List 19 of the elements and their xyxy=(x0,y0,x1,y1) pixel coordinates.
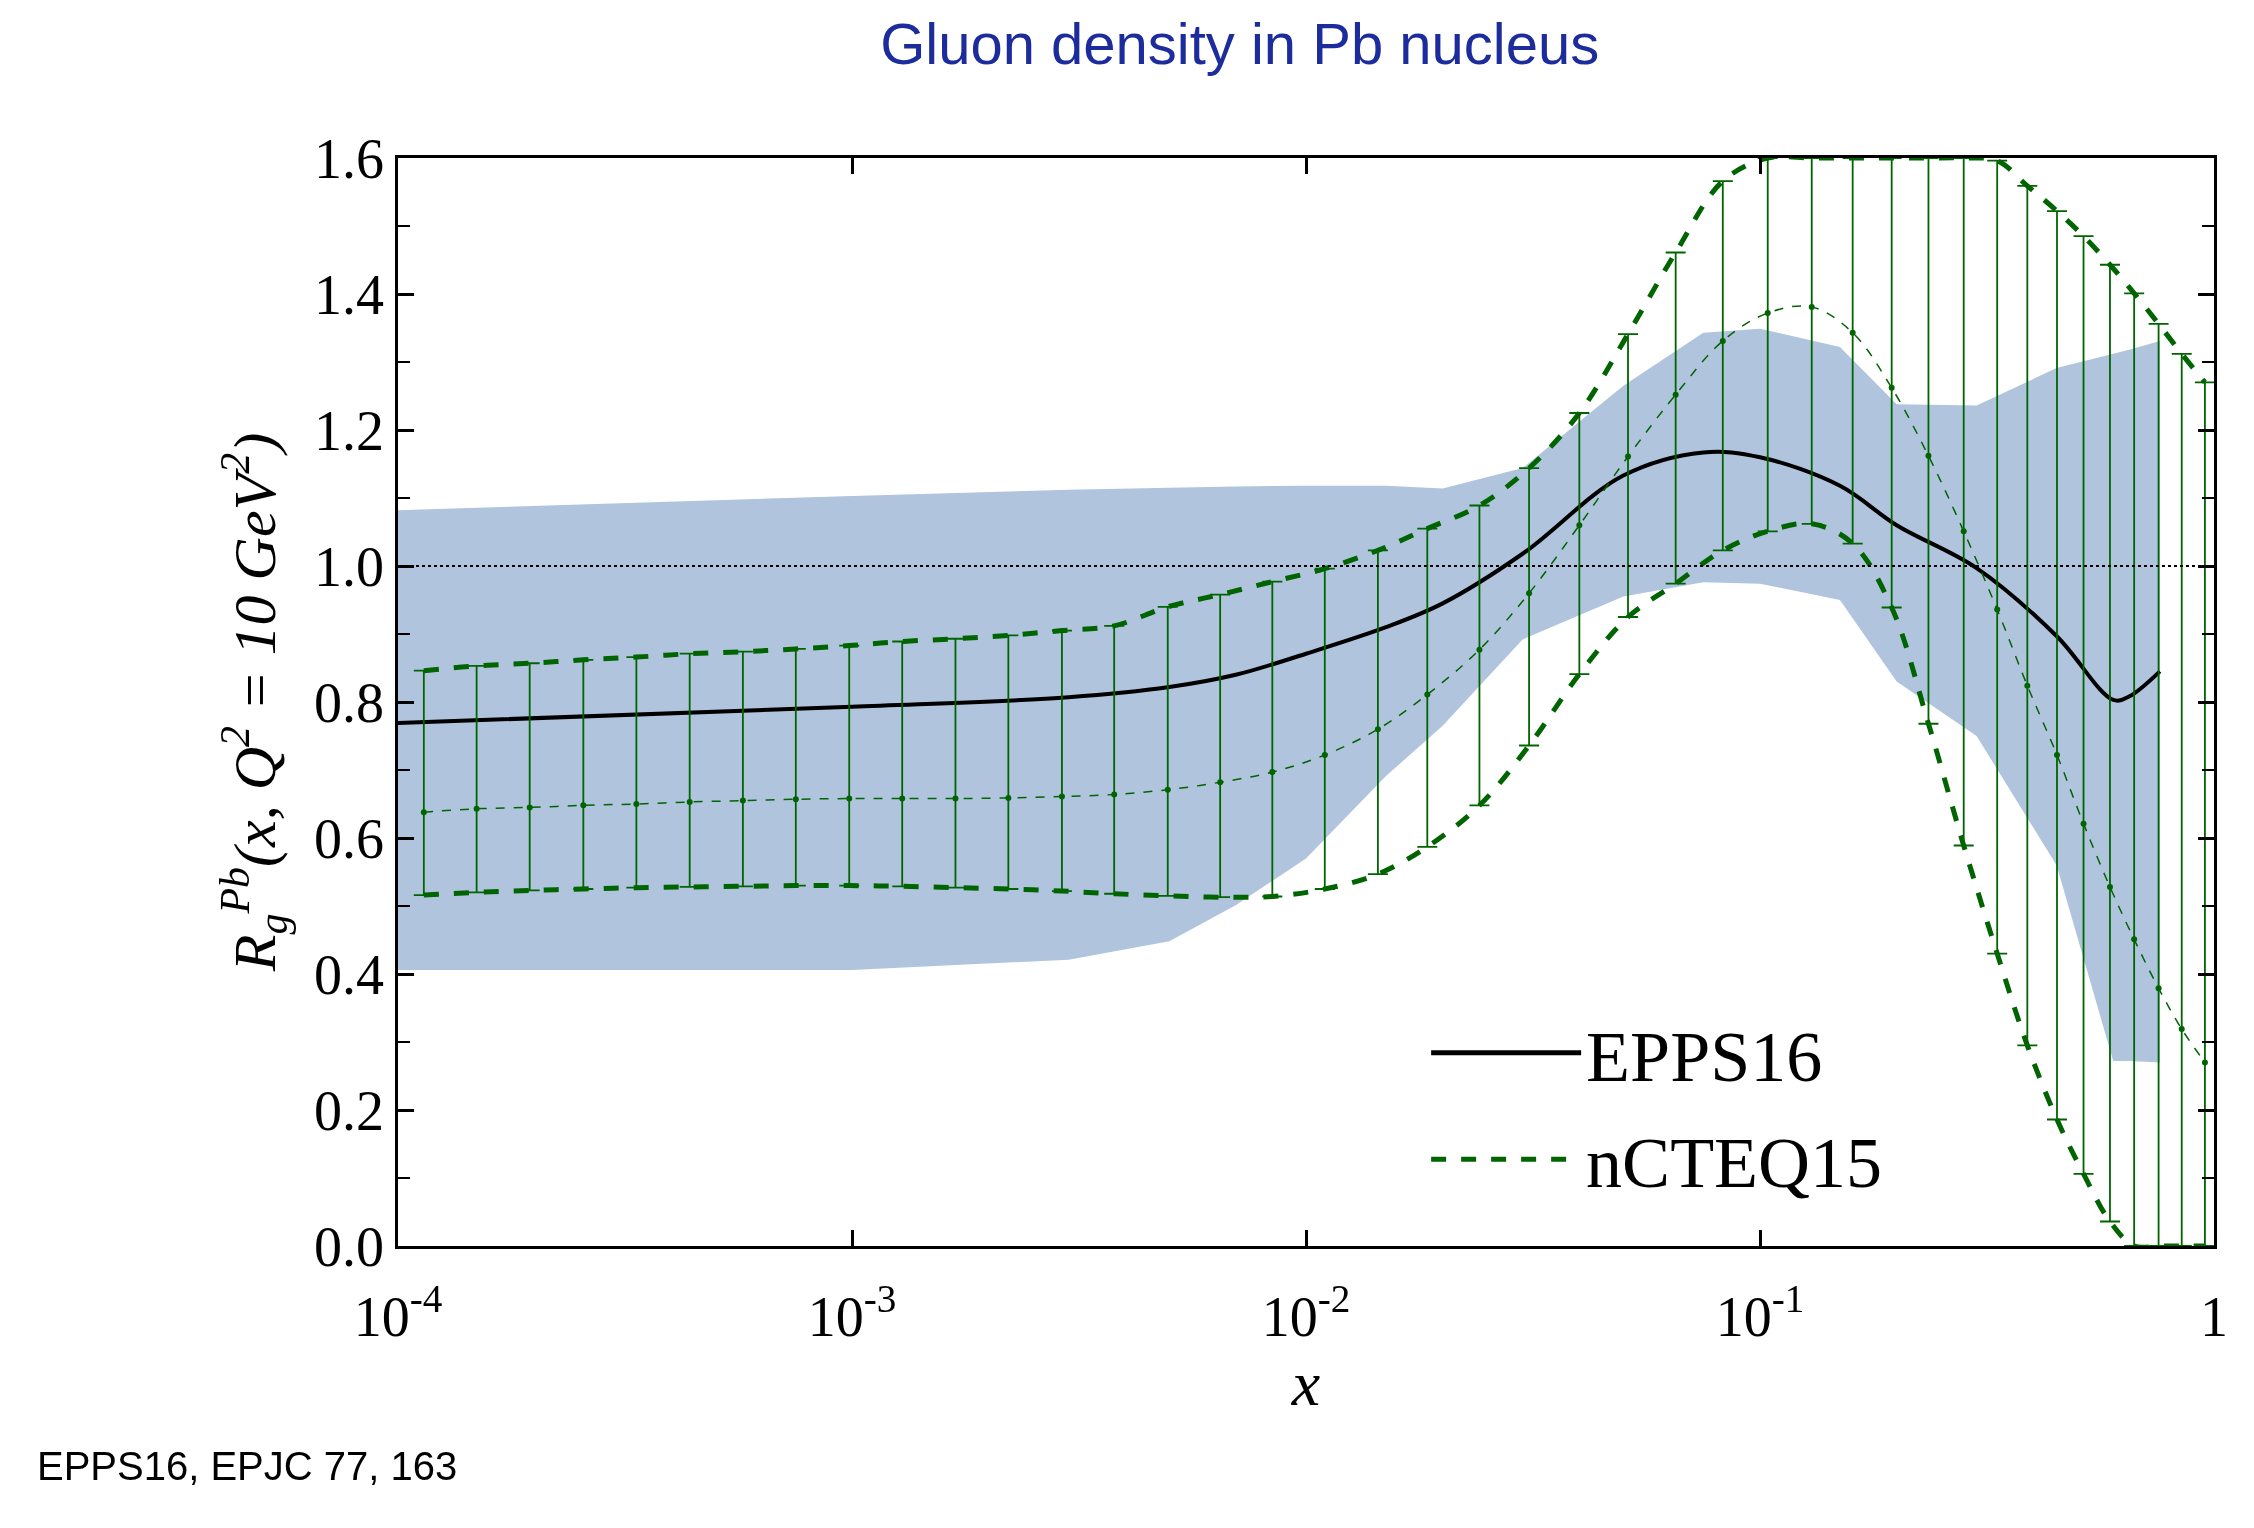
text: EPPS16, EPJC 77, 163 xyxy=(37,1444,458,1488)
y-tick-label: 1.0 xyxy=(314,535,385,598)
legend-label: nCTEQ15 xyxy=(1586,1123,1883,1204)
x-tick-label: 10$^{-2}$ xyxy=(1261,1277,1351,1348)
x-tick-label: 10$^{-3}$ xyxy=(807,1277,897,1348)
legend-label: EPPS16 xyxy=(1586,1016,1823,1097)
x-tick-label: 1 xyxy=(2200,1285,2228,1348)
x-tick-label: 10$^{-1}$ xyxy=(1715,1277,1805,1348)
chart-title: Gluon density in Pb nucleus xyxy=(880,10,1600,76)
y-tick-label: 1.6 xyxy=(314,127,385,190)
y-tick-label: 1.2 xyxy=(314,399,385,462)
y-tick-label: 0.6 xyxy=(314,807,385,870)
y-tick-label: 0.8 xyxy=(314,671,385,734)
y-tick-label: 0.4 xyxy=(314,943,385,1006)
y-tick-label: 0.2 xyxy=(314,1079,385,1142)
x-axis-title: x xyxy=(1290,1347,1321,1419)
y-tick-label: 0.0 xyxy=(314,1215,385,1278)
y-tick-label: 1.4 xyxy=(314,263,385,326)
x-tick-label: 10$^{-4}$ xyxy=(353,1277,443,1348)
